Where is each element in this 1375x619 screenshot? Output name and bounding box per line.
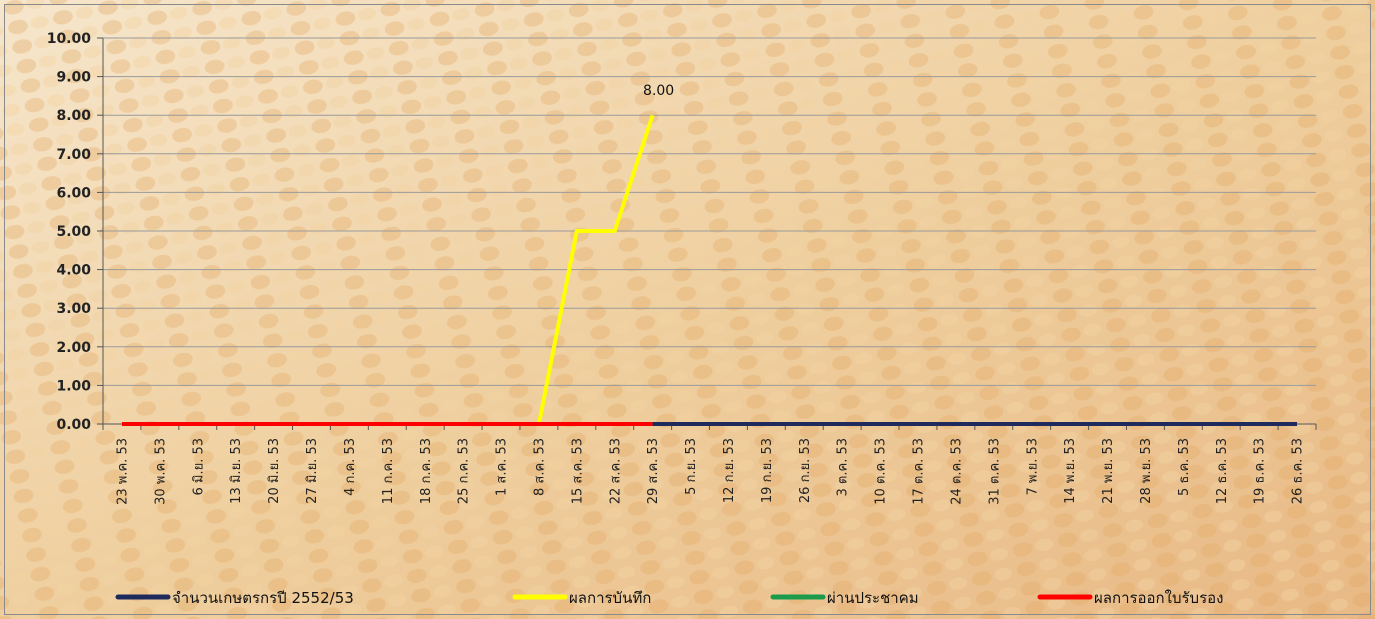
y-tick-label: 5.00 xyxy=(56,224,91,240)
x-tick-label: 19 ธ.ค. 53 xyxy=(1253,438,1268,504)
x-tick-label: 30 พ.ค. 53 xyxy=(153,438,168,505)
series-line-1 xyxy=(536,114,655,425)
x-tick-label: 26 ก.ย. 53 xyxy=(798,438,813,503)
y-tick-label: 9.00 xyxy=(56,70,91,86)
x-tick-label: 21 พ.ย. 53 xyxy=(1101,438,1116,504)
x-tick-label: 7 พ.ย. 53 xyxy=(1025,438,1040,496)
x-tick-label: 8 ส.ค. 53 xyxy=(532,438,547,496)
x-tick-label: 6 มิ.ย. 53 xyxy=(191,438,206,496)
tick-labels: 0.00 1.00 2.00 3.00 4.00 5.00 6.00 7.00 8.00 9.00… xyxy=(47,31,1306,505)
x-tick-label: 5 ก.ย. 53 xyxy=(684,438,699,495)
x-tick-label: 31 ต.ค. 53 xyxy=(987,438,1002,505)
y-tick-label: 10.00 xyxy=(47,31,92,47)
x-tick-label: 12 ธ.ค. 53 xyxy=(1215,438,1230,504)
x-tick-label: 12 ก.ย. 53 xyxy=(722,438,737,503)
x-tick-label: 29 ส.ค. 53 xyxy=(646,438,661,504)
x-tick-label: 20 มิ.ย. 53 xyxy=(267,438,282,504)
y-tick-label: 1.00 xyxy=(56,378,91,394)
x-tick-label: 3 ต.ค. 53 xyxy=(836,438,851,496)
x-tick-label: 1 ส.ค. 53 xyxy=(495,438,510,496)
x-tick-label: 15 ส.ค. 53 xyxy=(570,438,585,504)
x-tick-label: 26 ธ.ค. 53 xyxy=(1291,438,1306,504)
x-tick-label: 13 มิ.ย. 53 xyxy=(229,438,244,504)
gridlines xyxy=(103,37,1316,386)
x-tick-label: 23 พ.ค. 53 xyxy=(116,438,131,505)
x-tick-label: 27 มิ.ย. 53 xyxy=(305,438,320,504)
x-tick-label: 4 ก.ค. 53 xyxy=(343,438,358,496)
y-tick-label: 3.00 xyxy=(56,301,91,317)
legend-label-1: ผลการบันทึก xyxy=(569,589,651,607)
chart-border xyxy=(4,4,1371,615)
x-tick-label: 11 ก.ค. 53 xyxy=(381,438,396,504)
x-tick-label: 22 ส.ค. 53 xyxy=(608,438,623,504)
series-lines xyxy=(122,114,1297,426)
x-tick-label: 24 ต.ค. 53 xyxy=(949,438,964,505)
x-tick-label: 10 ต.ค. 53 xyxy=(874,438,889,505)
legend-label-3: ผลการออกใบรับรอง xyxy=(1094,589,1223,607)
data-label: 8.00 xyxy=(643,83,674,99)
legend: จำนวนเกษตรกรปี 2552/53 ผลการบันทึก ผ่านประ… xyxy=(115,589,1223,607)
x-tick-label: 17 ต.ค. 53 xyxy=(912,438,927,505)
y-tick-label: 6.00 xyxy=(56,185,91,201)
x-tick-label: 18 ก.ค. 53 xyxy=(419,438,434,504)
x-tick-label: 28 พ.ย. 53 xyxy=(1139,438,1154,504)
y-tick-label: 0.00 xyxy=(56,417,91,433)
legend-label-2: ผ่านประชาคม xyxy=(827,589,919,607)
x-tick-label: 5 ธ.ค. 53 xyxy=(1177,438,1192,496)
x-tick-label: 25 ก.ค. 53 xyxy=(457,438,472,504)
legend-label-0: จำนวนเกษตรกรปี 2552/53 xyxy=(172,589,354,607)
x-tick-label: 19 ก.ย. 53 xyxy=(760,438,775,503)
y-tick-label: 8.00 xyxy=(56,108,91,124)
y-tick-label: 4.00 xyxy=(56,263,91,279)
x-tick-label: 14 พ.ย. 53 xyxy=(1063,438,1078,504)
y-tick-label: 2.00 xyxy=(56,340,91,356)
y-tick-label: 7.00 xyxy=(56,147,91,163)
